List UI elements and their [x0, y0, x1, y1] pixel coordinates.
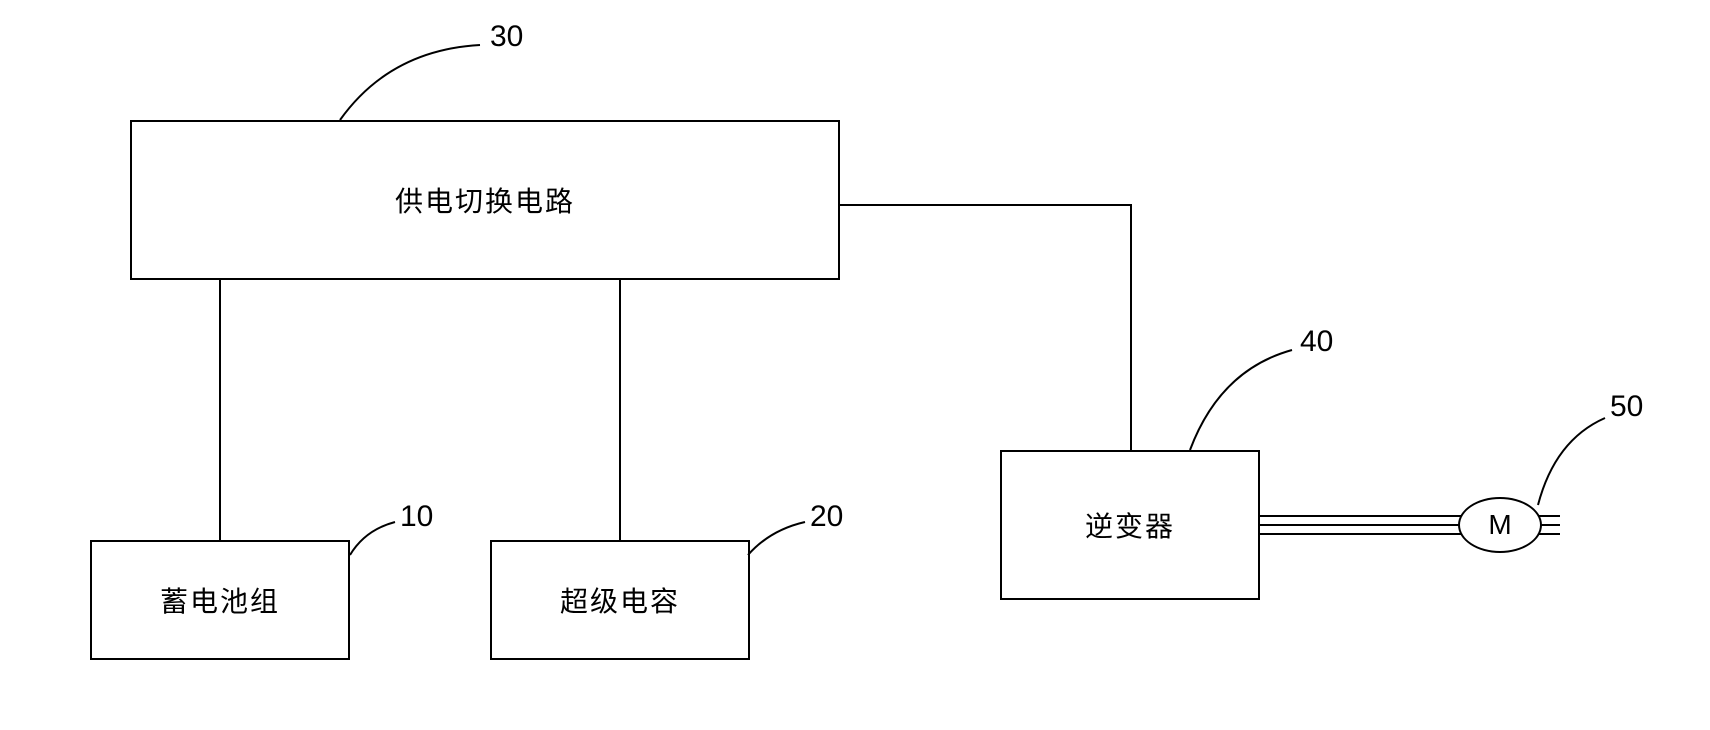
motor-label: M — [1488, 509, 1511, 541]
conn-switching-to-battery — [219, 280, 221, 540]
battery-pack-box: 蓄电池组 — [90, 540, 350, 660]
super-capacitor-box: 超级电容 — [490, 540, 750, 660]
conn-switching-to-capacitor — [619, 280, 621, 540]
inverter-box: 逆变器 — [1000, 450, 1260, 600]
ref-label-20: 20 — [810, 500, 843, 534]
switching-circuit-box: 供电切换电路 — [130, 120, 840, 280]
ref-label-40: 40 — [1300, 325, 1333, 359]
switching-circuit-label: 供电切换电路 — [395, 180, 575, 220]
inverter-label: 逆变器 — [1085, 505, 1175, 545]
ref-label-10: 10 — [400, 500, 433, 534]
motor-symbol: M — [1458, 497, 1542, 553]
conn-switching-to-inverter-v — [1130, 204, 1132, 450]
conn-switching-to-inverter-h — [840, 204, 1132, 206]
super-capacitor-label: 超级电容 — [560, 580, 680, 620]
battery-pack-label: 蓄电池组 — [160, 580, 280, 620]
ref-label-30: 30 — [490, 20, 523, 54]
ref-label-50: 50 — [1610, 390, 1643, 424]
